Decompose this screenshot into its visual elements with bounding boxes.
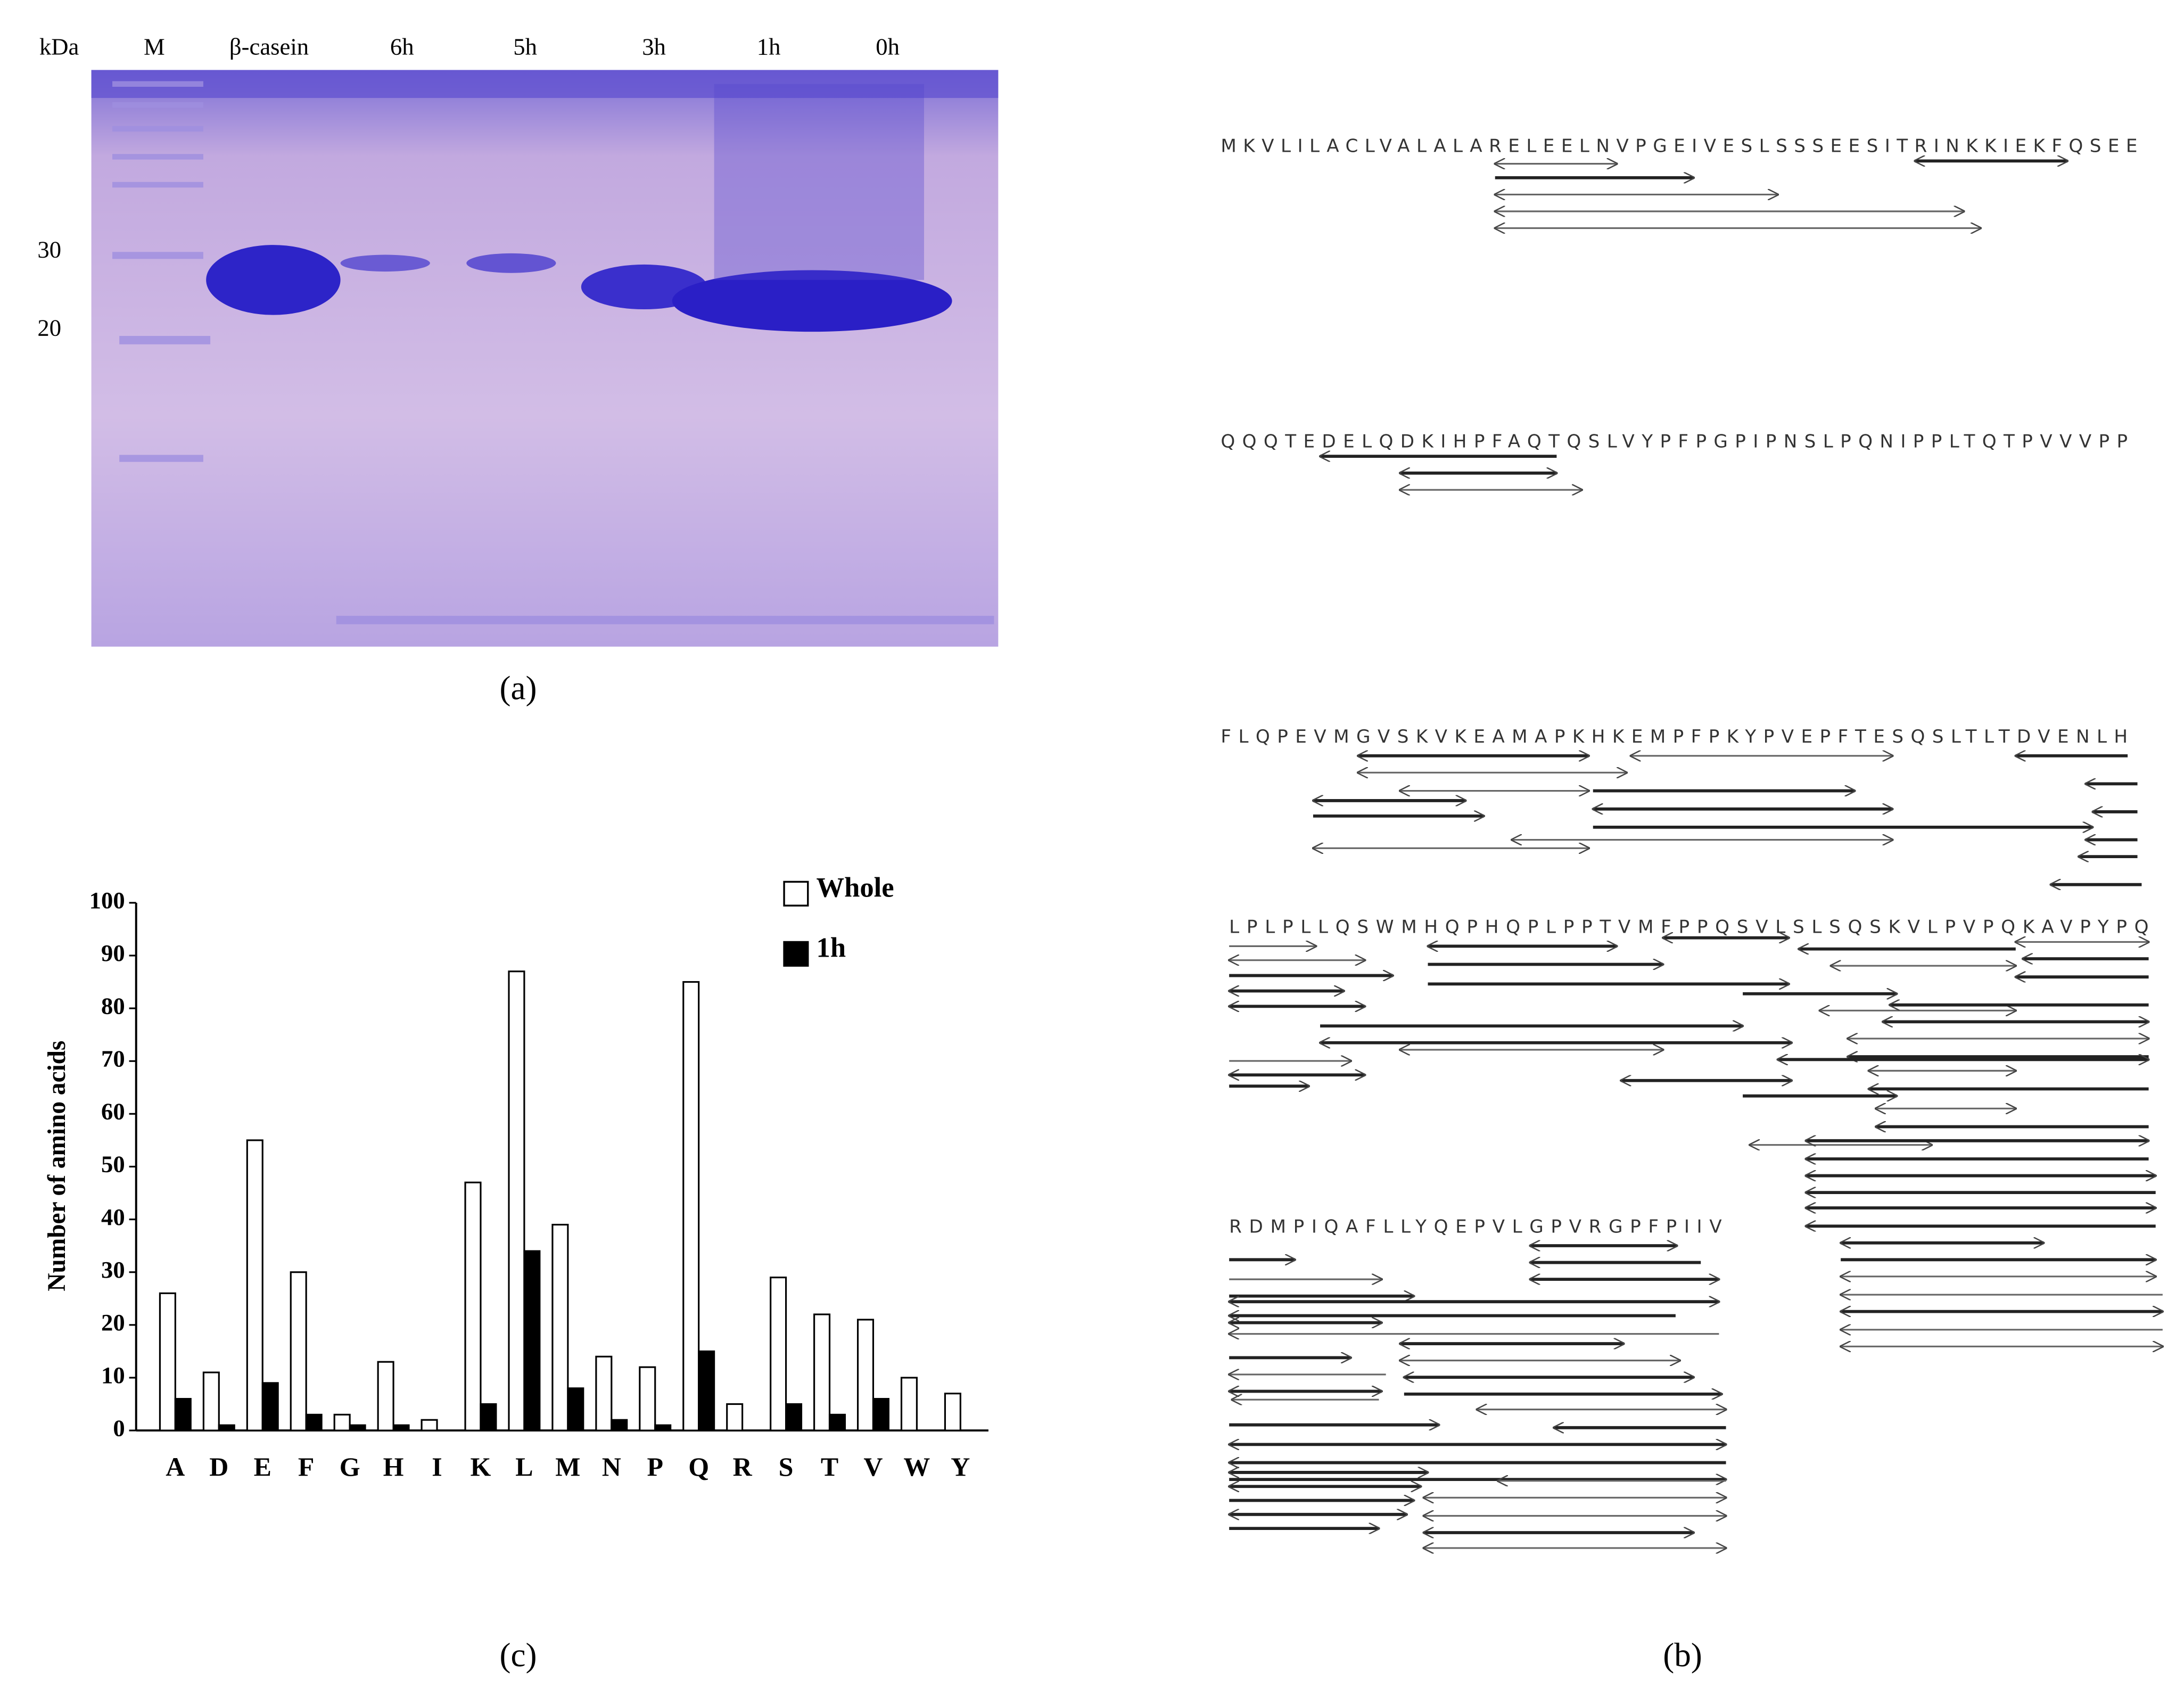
- bar: [567, 1387, 584, 1431]
- bar: [813, 1313, 831, 1431]
- x-tick-label: S: [779, 1452, 794, 1482]
- sequence: LPLPLLQSWMHQPHQPLPPTVMFPPQSVLSLSQSKVLPVP…: [1229, 917, 2148, 938]
- sequence: RDMPIQAFLLYQEPVLGPVRGPFPIIV: [1229, 1216, 1722, 1237]
- y-tick-label: 50: [101, 1151, 125, 1178]
- lane-label: β-casein: [229, 33, 309, 60]
- x-tick-label: L: [515, 1452, 533, 1482]
- x-tick-label: M: [555, 1452, 580, 1482]
- y-tick-label: 40: [101, 1204, 125, 1230]
- x-tick-label: N: [602, 1452, 621, 1482]
- bar: [523, 1250, 541, 1431]
- legend-swatch: [783, 881, 809, 907]
- legend-swatch: [783, 941, 809, 967]
- bar: [377, 1361, 394, 1431]
- bar: [682, 981, 700, 1431]
- x-tick-label: E: [254, 1452, 271, 1482]
- peptide-map: MKVLILACLVALALARELEELNVPGEIVESLSSSEESITR…: [1221, 136, 2162, 1548]
- x-tick-label: T: [821, 1452, 838, 1482]
- lane-label: 3h: [642, 33, 666, 60]
- lane-label: 1h: [757, 33, 781, 60]
- bar: [639, 1366, 656, 1431]
- x-tick-label: F: [298, 1452, 315, 1482]
- bar: [305, 1413, 323, 1431]
- x-tick-label: G: [340, 1452, 360, 1482]
- panel-label: (c): [499, 1636, 537, 1674]
- gel-unit: kDa: [39, 33, 79, 60]
- x-tick-label: R: [733, 1452, 753, 1482]
- bar: [872, 1398, 889, 1431]
- lane-label: 0h: [876, 33, 900, 60]
- sequence: FLQPEVMGVSKVKEAMAPKHKEMPFPKYPVEPFTESQSLT…: [1221, 726, 2128, 747]
- gel-image: [91, 70, 999, 647]
- x-tick-label: D: [209, 1452, 228, 1482]
- bar: [698, 1350, 715, 1431]
- lane-label: 6h: [390, 33, 414, 60]
- bar: [785, 1403, 803, 1431]
- x-tick-label: W: [903, 1452, 930, 1482]
- bar: [392, 1424, 410, 1431]
- bar: [421, 1419, 438, 1431]
- bar: [290, 1271, 307, 1431]
- marker-label: 20: [37, 315, 61, 341]
- bar-chart: Number of amino acids 0 10 20 30 40 50 60 70 80 9…: [43, 872, 988, 1482]
- bar: [611, 1419, 628, 1431]
- y-tick-label: 60: [101, 1098, 125, 1125]
- x-tick-label: V: [863, 1452, 883, 1482]
- sequence: MKVLILACLVALALARELEELNVPGEIVESLSSSEESITR…: [1221, 136, 2137, 157]
- x-tick-label: I: [432, 1452, 442, 1482]
- bar: [595, 1355, 613, 1431]
- bar: [159, 1292, 176, 1431]
- bar: [349, 1424, 366, 1431]
- sequence: QQQTEDELQDKIHPFAQTQSLVYPFPGPIPNSLPQNIPPL…: [1221, 431, 2128, 452]
- marker-label: 30: [37, 236, 61, 263]
- x-tick-label: P: [647, 1452, 663, 1482]
- panel-label: (a): [499, 669, 537, 706]
- bar: [261, 1382, 279, 1431]
- bar: [508, 970, 525, 1431]
- bar: [900, 1377, 918, 1431]
- legend-label: Whole: [817, 872, 894, 903]
- y-tick-label: 100: [89, 887, 125, 914]
- y-tick-label: 80: [101, 992, 125, 1019]
- bar: [551, 1223, 569, 1431]
- y-tick-label: 10: [101, 1362, 125, 1388]
- bar: [828, 1413, 846, 1431]
- x-tick-label: H: [383, 1452, 404, 1482]
- bar: [654, 1424, 672, 1431]
- bar: [856, 1319, 875, 1431]
- bar: [246, 1139, 263, 1431]
- y-axis-label: Number of amino acids: [43, 1041, 71, 1291]
- bar: [174, 1398, 192, 1431]
- panel-label: (b): [1663, 1636, 1702, 1674]
- y-tick-label: 0: [113, 1414, 125, 1441]
- bar: [480, 1403, 497, 1431]
- legend-label: 1h: [817, 932, 846, 963]
- x-tick-label: Y: [951, 1452, 970, 1482]
- x-tick-label: A: [166, 1452, 185, 1482]
- bar: [944, 1393, 961, 1431]
- bar: [333, 1413, 351, 1431]
- y-tick-label: 20: [101, 1309, 125, 1336]
- y-tick-label: 70: [101, 1045, 125, 1072]
- lane-label: 5h: [513, 33, 537, 60]
- x-tick-label: Q: [688, 1452, 709, 1482]
- lane-label: M: [144, 33, 165, 60]
- bar: [464, 1181, 482, 1431]
- y-tick-label: 30: [101, 1256, 125, 1283]
- x-tick-label: K: [471, 1452, 491, 1482]
- bar: [218, 1424, 235, 1431]
- bar: [726, 1403, 744, 1431]
- bar: [202, 1371, 220, 1431]
- bar: [770, 1277, 787, 1431]
- y-tick-label: 90: [101, 940, 125, 966]
